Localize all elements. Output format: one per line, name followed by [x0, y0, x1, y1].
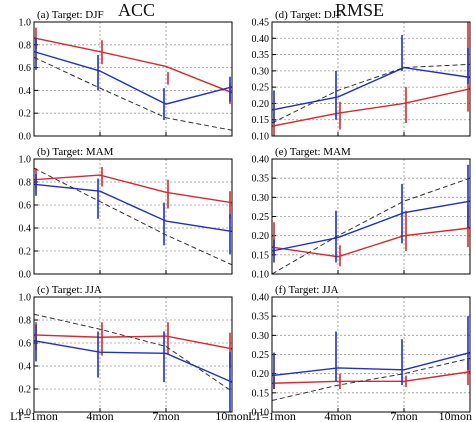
panel-2-ytick-label: 0.15 [252, 115, 270, 126]
rmse-column-title: RMSE [335, 0, 385, 20]
panel-4-ytick-label: 0.10 [252, 270, 270, 281]
panel-2-ytick-label: 0.35 [252, 50, 270, 61]
panel-5-series-red-line [33, 334, 233, 350]
xtick-label-2-3: 7mon [390, 409, 417, 422]
panel-1-series-red-line [33, 37, 233, 94]
panel-4-ytick-label: 0.25 [252, 212, 270, 223]
panel-4-series-red-line [271, 227, 471, 258]
xtick-label-1-3: 7mon [152, 409, 179, 422]
panel-6-ytick-label: 0.10 [252, 408, 270, 419]
panel-1-ytick-label: 1.0 [19, 18, 32, 29]
panel-6-ytick-label: 0.15 [252, 388, 270, 399]
panel-6-title: (f) Target: JJA [275, 284, 339, 296]
panel-1-ytick-label: 0.8 [19, 40, 32, 51]
panel-3-ytick-label: 0.0 [19, 270, 32, 281]
panel-2-series-blue-line [271, 66, 471, 111]
panel-4-series-blue-line [271, 200, 471, 252]
xtick-label-1-4: 10mon [215, 409, 248, 422]
panel-3-ytick-label: 0.8 [19, 178, 32, 189]
panel-2-series-red-line [271, 88, 471, 127]
panel-3-series-red-line [33, 174, 233, 204]
panel-2-title: (d) Target: DJF [275, 9, 342, 21]
panel-5-frame [33, 296, 233, 413]
panel-6-series-blue-line [271, 351, 471, 377]
panel-1-frame [33, 21, 233, 137]
panel-1-ytick-label: 0.6 [19, 63, 32, 74]
panel-3-ytick-label: 1.0 [19, 155, 32, 166]
panel-6-ytick-label: 0.20 [252, 369, 270, 380]
panel-5-series-black-line [33, 313, 233, 392]
panel-1-series-black-line [33, 56, 233, 131]
panel-6-ytick-label: 0.30 [252, 331, 270, 342]
panel-3-series-black-line [33, 167, 233, 266]
panel-4-ytick-label: 0.40 [252, 155, 270, 166]
panel-6-ytick-label: 0.25 [252, 350, 270, 361]
panel-6-ytick-label: 0.35 [252, 312, 270, 323]
panel-2-series-black-line [271, 63, 471, 124]
panel-5-ytick-label: 0.0 [19, 408, 32, 419]
panel-5-title: (c) Target: JJA [37, 284, 102, 296]
panel-6-series-red-line [271, 371, 471, 384]
panel-1-ytick-label: 0.0 [19, 132, 32, 143]
panel-1-ytick-label: 0.2 [19, 109, 32, 120]
xtick-label-1-1: LT=1mon [10, 409, 58, 422]
panel-2-ytick-label: 0.30 [252, 66, 270, 77]
panel-4-frame [271, 158, 471, 275]
panel-5-series-blue-line [33, 340, 233, 383]
panel-1-series-blue-line [33, 50, 233, 105]
panel-2-ytick-label: 0.40 [252, 34, 270, 45]
panel-4-ytick-label: 0.35 [252, 174, 270, 185]
panel-3-ytick-label: 0.6 [19, 201, 32, 212]
panel-3-ytick-label: 0.4 [19, 224, 32, 235]
panel-5-ytick-label: 0.4 [19, 362, 32, 373]
xtick-label-1-2: 4mon [86, 409, 113, 422]
panel-5-ytick-label: 1.0 [19, 293, 32, 304]
panel-2-ytick-label: 0.10 [252, 132, 270, 143]
panel-6-ytick-label: 0.40 [252, 293, 270, 304]
panel-6-series-black-line [271, 357, 471, 401]
panel-3-series-blue-line [33, 183, 233, 233]
panel-2-frame [271, 21, 471, 137]
xtick-label-2-1: LT=1mon [248, 409, 296, 422]
panel-3-frame [33, 158, 233, 275]
panel-5-ytick-label: 0.2 [19, 385, 32, 396]
xtick-label-2-2: 4mon [324, 409, 351, 422]
panel-6-frame [271, 296, 471, 413]
panel-3-ytick-label: 0.2 [19, 247, 32, 258]
panel-2-ytick-label: 0.20 [252, 99, 270, 110]
panel-4-ytick-label: 0.30 [252, 193, 270, 204]
panel-5-ytick-label: 0.6 [19, 339, 32, 350]
panel-1-ytick-label: 0.4 [19, 86, 32, 97]
panel-5-ytick-label: 0.8 [19, 316, 32, 327]
panel-4-series-black-line [271, 177, 471, 275]
xtick-label-2-4: 10mon [439, 409, 472, 422]
panel-2-ytick-label: 0.45 [252, 18, 270, 29]
acc-column-title: ACC [118, 0, 156, 20]
panel-4-ytick-label: 0.15 [252, 250, 270, 261]
panel-2-ytick-label: 0.25 [252, 83, 270, 94]
panel-4-ytick-label: 0.20 [252, 231, 270, 242]
panel-3-title: (b) Target: MAM [37, 146, 114, 158]
panel-1-title: (a) Target: DJF [37, 9, 104, 21]
panel-4-title: (e) Target: MAM [275, 146, 351, 158]
